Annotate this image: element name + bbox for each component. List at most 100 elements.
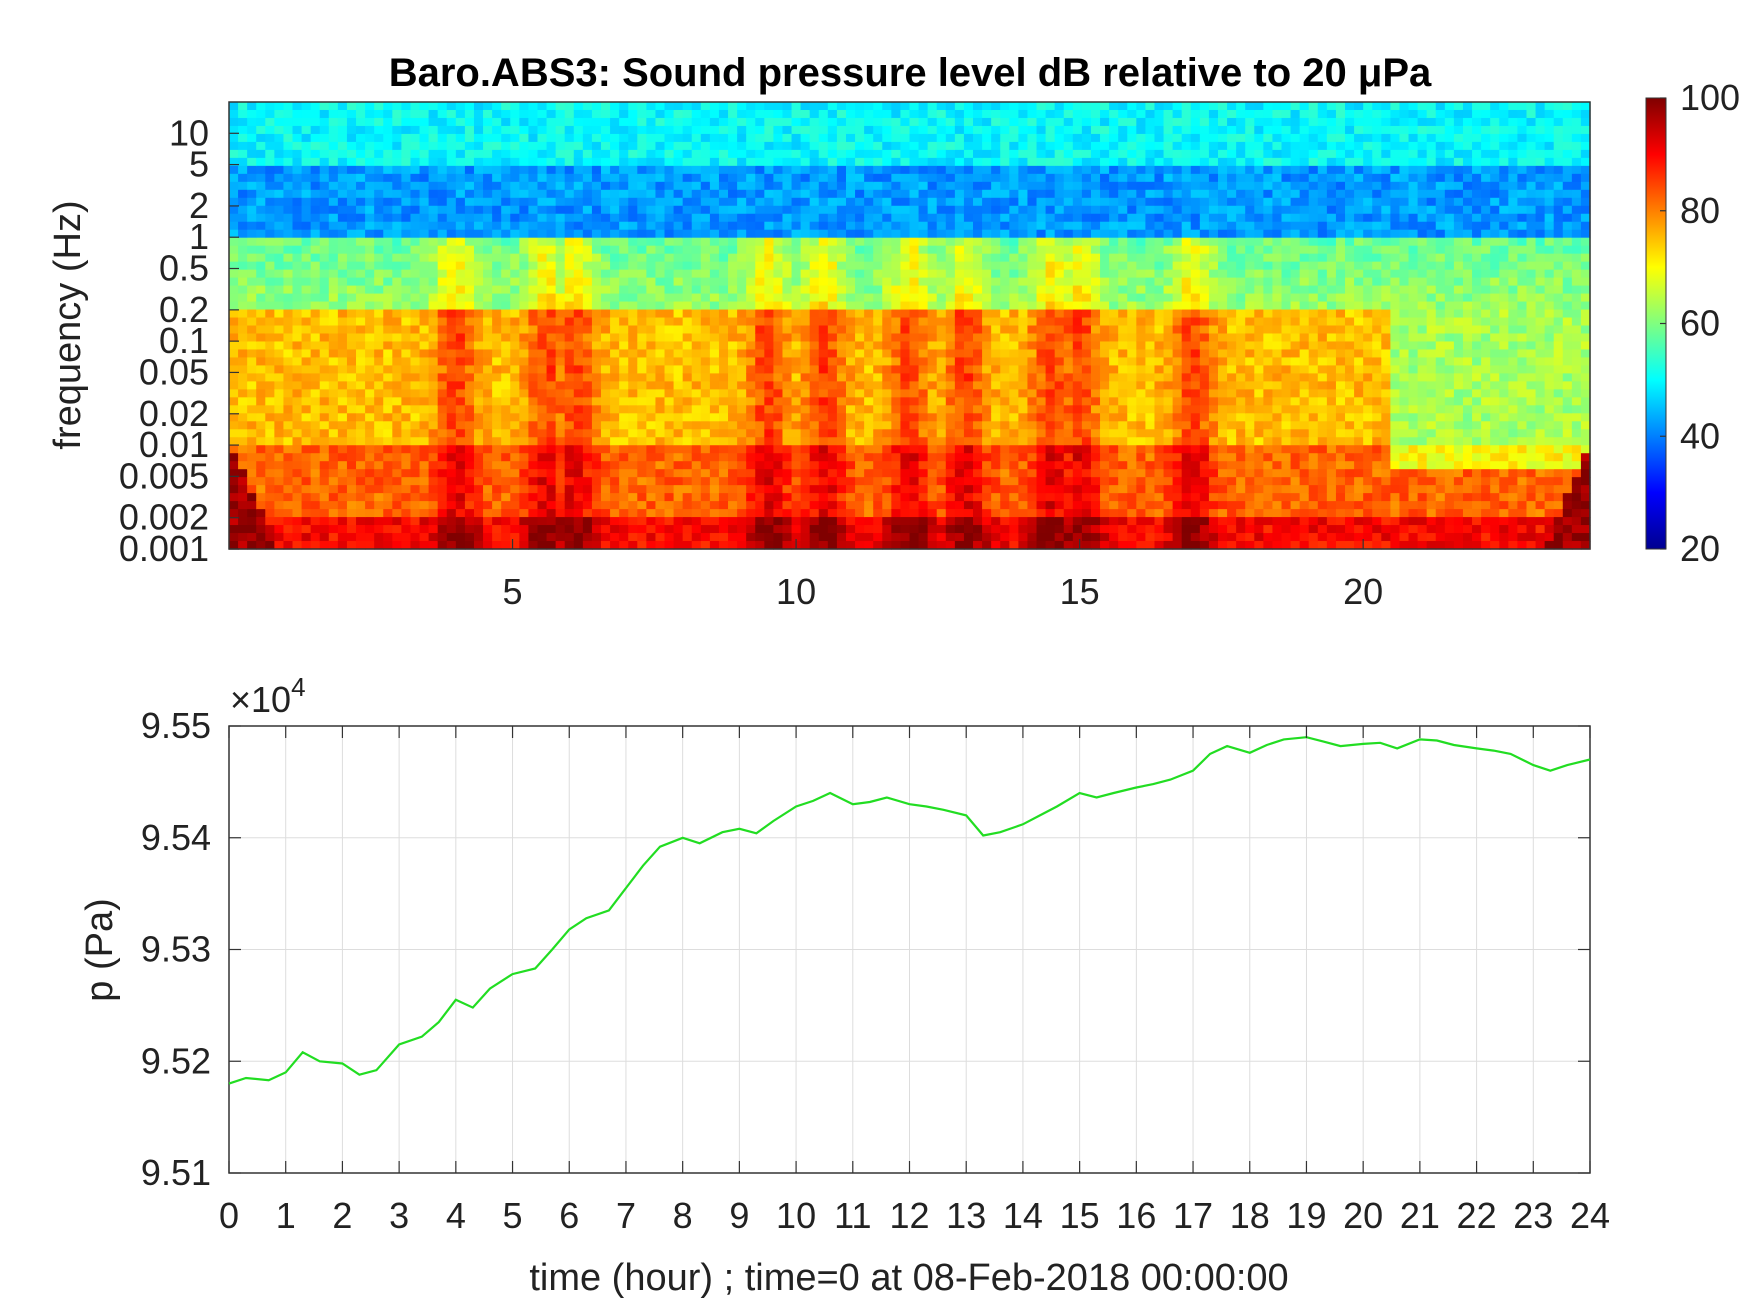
heatmap-cell bbox=[718, 485, 729, 494]
heatmap-cell bbox=[238, 149, 248, 159]
heatmap-cell bbox=[410, 381, 421, 390]
heatmap-cell bbox=[265, 357, 275, 367]
heatmap-cell bbox=[891, 437, 902, 446]
heatmap-cell bbox=[845, 477, 856, 486]
heatmap-cell bbox=[927, 133, 938, 143]
heatmap-cell bbox=[619, 261, 629, 271]
heatmap-cell bbox=[873, 221, 883, 231]
heatmap-cell bbox=[773, 469, 784, 478]
heatmap-cell bbox=[419, 421, 430, 430]
heatmap-cell bbox=[891, 133, 902, 143]
heatmap-cell bbox=[918, 509, 929, 518]
heatmap-cell bbox=[446, 461, 457, 470]
heatmap-cell bbox=[337, 157, 348, 167]
heatmap-cell bbox=[691, 397, 702, 406]
heatmap-cell bbox=[428, 309, 439, 319]
heatmap-cell bbox=[782, 141, 793, 151]
heatmap-cell bbox=[909, 357, 920, 367]
heatmap-cell bbox=[773, 205, 784, 215]
heatmap-cell bbox=[464, 477, 475, 486]
heatmap-cell bbox=[945, 221, 956, 231]
heatmap-cell bbox=[310, 477, 321, 486]
heatmap-cell bbox=[691, 157, 702, 167]
heatmap-cell bbox=[864, 333, 874, 343]
heatmap-cell bbox=[265, 389, 275, 398]
heatmap-cell bbox=[610, 397, 620, 406]
heatmap-cell bbox=[709, 189, 720, 199]
heatmap-cell bbox=[501, 189, 511, 199]
heatmap-cell bbox=[410, 125, 421, 135]
heatmap-cell bbox=[827, 125, 838, 135]
heatmap-cell bbox=[882, 125, 892, 135]
heatmap-cell bbox=[356, 133, 366, 143]
heatmap-cell bbox=[900, 149, 911, 159]
heatmap-cell bbox=[809, 269, 820, 279]
heatmap-cell bbox=[691, 293, 702, 303]
heatmap-cell bbox=[855, 437, 865, 446]
heatmap-cell bbox=[346, 197, 357, 207]
heatmap-cell bbox=[755, 181, 765, 191]
heatmap-cell bbox=[546, 189, 557, 199]
heatmap-cell bbox=[927, 317, 938, 327]
heatmap-cell bbox=[973, 525, 983, 534]
heatmap-cell bbox=[328, 485, 339, 494]
heatmap-cell bbox=[737, 269, 747, 279]
heatmap-cell bbox=[1000, 213, 1010, 223]
heatmap-cell bbox=[564, 357, 575, 367]
heatmap-cell bbox=[682, 109, 693, 119]
heatmap-cell bbox=[782, 533, 793, 542]
heatmap-cell bbox=[918, 309, 929, 319]
heatmap-cell bbox=[229, 541, 239, 550]
heatmap-cell bbox=[891, 501, 902, 510]
heatmap-cell bbox=[909, 525, 920, 534]
heatmap-cell bbox=[229, 325, 239, 335]
heatmap-cell bbox=[655, 517, 666, 526]
heatmap-cell bbox=[800, 373, 811, 382]
heatmap-cell bbox=[401, 397, 412, 406]
heatmap-cell bbox=[718, 189, 729, 199]
heatmap-cell bbox=[274, 445, 285, 454]
heatmap-cell bbox=[519, 357, 530, 367]
heatmap-cell bbox=[918, 173, 929, 183]
heatmap-cell bbox=[891, 373, 902, 382]
heatmap-cell bbox=[882, 445, 892, 454]
heatmap-cell bbox=[945, 181, 956, 191]
heatmap-cell bbox=[274, 389, 285, 398]
heatmap-cell bbox=[319, 493, 330, 502]
heatmap-cell bbox=[637, 437, 647, 446]
heatmap-cell bbox=[936, 269, 947, 279]
heatmap-cell bbox=[519, 493, 530, 502]
heatmap-cell bbox=[628, 517, 638, 526]
heatmap-cell bbox=[365, 285, 375, 295]
heatmap-cell bbox=[900, 453, 911, 462]
heatmap-cell bbox=[755, 325, 765, 335]
heatmap-cell bbox=[392, 205, 402, 215]
heatmap-cell bbox=[927, 301, 938, 311]
heatmap-cell bbox=[773, 517, 784, 526]
heatmap-cell bbox=[437, 229, 448, 239]
heatmap-cell bbox=[1000, 397, 1010, 406]
heatmap-cell bbox=[437, 533, 448, 542]
heatmap-cell bbox=[873, 357, 883, 367]
heatmap-cell bbox=[437, 445, 448, 454]
heatmap-cell bbox=[365, 381, 375, 390]
heatmap-cell bbox=[310, 277, 321, 287]
heatmap-cell bbox=[882, 493, 892, 502]
heatmap-cell bbox=[292, 333, 303, 343]
heatmap-cell bbox=[737, 197, 747, 207]
heatmap-cell bbox=[936, 461, 947, 470]
heatmap-cell bbox=[419, 373, 430, 382]
heatmap-cell bbox=[610, 501, 620, 510]
heatmap-cell bbox=[510, 181, 520, 191]
heatmap-cell bbox=[700, 541, 711, 550]
heatmap-cell bbox=[1018, 245, 1029, 255]
heatmap-cell bbox=[401, 485, 412, 494]
heatmap-cell bbox=[356, 501, 366, 510]
heatmap-cell bbox=[800, 453, 811, 462]
heatmap-cell bbox=[446, 405, 457, 414]
heatmap-cell bbox=[655, 197, 666, 207]
heatmap-cell bbox=[265, 381, 275, 390]
heatmap-cell bbox=[818, 125, 829, 135]
heatmap-cell bbox=[401, 333, 412, 343]
heatmap-cell bbox=[619, 173, 629, 183]
